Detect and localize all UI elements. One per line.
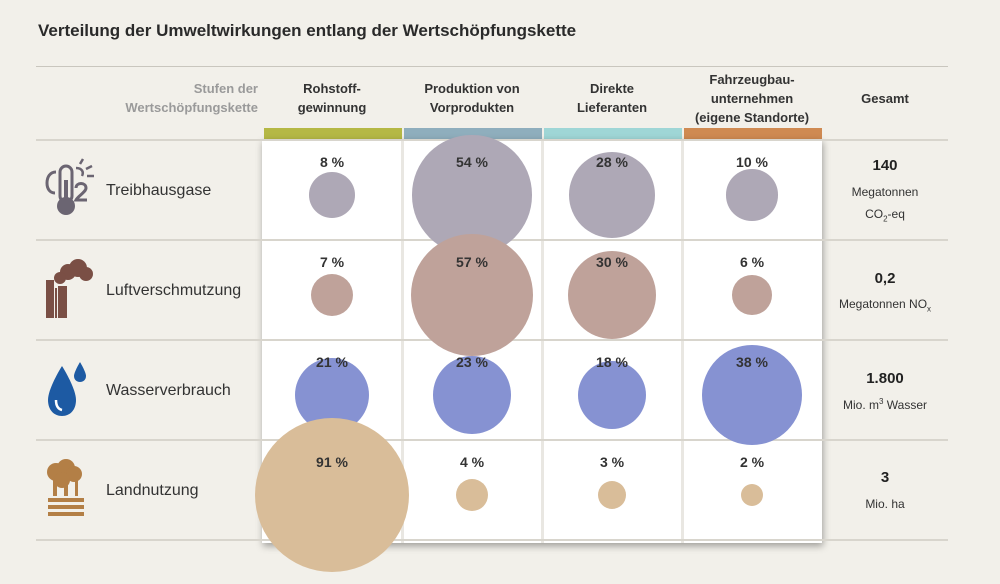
unit-text: Mio. m [842, 398, 879, 412]
row-header-label: Stufen der Wertschöpfungskette [100, 79, 258, 117]
chart-title: Verteilung der Umweltwirkungen entlang d… [38, 21, 577, 40]
row-header-line1: Stufen der [193, 81, 258, 96]
total-value-landnutzung: 3 [880, 469, 890, 486]
trees-land-icon [47, 459, 84, 516]
pct-label-landnutzung-lieferanten: 3 % [599, 454, 625, 470]
bubble-luftverschmutzung-rohstoff [310, 273, 354, 317]
bubble-landnutzung-produktion [455, 478, 489, 512]
unit-subscript: x [927, 304, 932, 314]
row-label-landnutzung: Landnutzung [106, 482, 199, 499]
column-header-line: Fahrzeugbau- [709, 72, 795, 87]
row-divider [36, 539, 948, 541]
pct-label-treibhausgase-lieferanten: 28 % [596, 154, 628, 170]
unit-text: CO [865, 207, 884, 221]
bubble-wasserverbrauch-fahrzeugbau [702, 345, 802, 445]
pct-label-luftverschmutzung-lieferanten: 30 % [596, 254, 628, 270]
total-value-treibhausgase: 140 [872, 157, 898, 174]
stage-stripe-produktion [404, 128, 542, 139]
column-header-line: unternehmen [710, 91, 794, 106]
bubble-luftverschmutzung-lieferanten [567, 250, 657, 340]
bubble-treibhausgase-fahrzeugbau [726, 169, 778, 221]
pct-label-landnutzung-produktion: 4 % [459, 454, 485, 470]
total-unit-treibhausgase-line2: CO2-eq [822, 207, 948, 223]
pct-label-luftverschmutzung-produktion: 57 % [456, 254, 488, 270]
bubble-landnutzung-lieferanten [597, 480, 627, 510]
unit-subscript: 2 [883, 214, 888, 224]
unit-text: -eq [887, 207, 905, 221]
column-separator [401, 139, 404, 543]
column-header-line: gewinnung [297, 100, 367, 115]
unit-text: Megatonnen NO [838, 297, 928, 311]
pct-label-treibhausgase-produktion: 54 % [456, 154, 488, 170]
bubble-luftverschmutzung-fahrzeugbau [732, 275, 772, 315]
column-header-gesamt: Gesamt [861, 91, 909, 106]
bubble-wasserverbrauch-lieferanten [577, 360, 647, 430]
pct-label-treibhausgase-rohstoff: 8 % [319, 154, 345, 170]
stage-stripe-lieferanten [544, 128, 682, 139]
pct-label-wasserverbrauch-rohstoff: 21 % [316, 354, 348, 370]
row-label-wasserverbrauch: Wasserverbrauch [106, 382, 231, 399]
column-header-line: Produktion von [424, 81, 520, 96]
stage-stripe-rohstoff [264, 128, 402, 139]
row-header-line2: Wertschöpfungskette [125, 100, 258, 115]
bubble-landnutzung-rohstoff [254, 417, 410, 573]
pct-label-wasserverbrauch-produktion: 23 % [456, 354, 488, 370]
pct-label-luftverschmutzung-fahrzeugbau: 6 % [739, 254, 765, 270]
bubble-luftverschmutzung-produktion [410, 233, 534, 357]
total-unit-luftverschmutzung: Megatonnen NOx [822, 297, 948, 313]
bubble-wasserverbrauch-produktion [433, 356, 511, 434]
column-header-fahrzeugbau: Fahrzeugbau- unternehmen (eigene Standor… [682, 70, 822, 127]
top-divider [36, 66, 948, 67]
pct-label-wasserverbrauch-fahrzeugbau: 38 % [736, 354, 768, 370]
column-header-line: Rohstoff- [303, 81, 361, 96]
stage-stripe-fahrzeugbau [684, 128, 822, 139]
column-header-rohstoff: Rohstoff- gewinnung [262, 79, 402, 117]
total-unit-wasserverbrauch: Mio. m3 Wasser [822, 397, 948, 412]
column-header-line: (eigene Standorte) [694, 110, 810, 125]
pct-label-landnutzung-rohstoff: 91 % [316, 454, 348, 470]
column-header-line: Vorprodukten [429, 100, 515, 115]
row-label-luftverschmutzung: Luftverschmutzung [106, 282, 242, 299]
pct-label-wasserverbrauch-lieferanten: 18 % [596, 354, 628, 370]
pct-label-landnutzung-fahrzeugbau: 2 % [739, 454, 765, 470]
co2-thermometer-icon [45, 158, 94, 215]
pct-label-treibhausgase-fahrzeugbau: 10 % [736, 154, 768, 170]
row-divider [36, 439, 948, 441]
bubble-treibhausgase-lieferanten [569, 152, 655, 238]
pct-label-luftverschmutzung-rohstoff: 7 % [319, 254, 345, 270]
total-unit-treibhausgase-line1: Megatonnen [851, 185, 919, 199]
column-header-lieferanten: Direkte Lieferanten [542, 79, 682, 117]
column-header-line: Lieferanten [576, 100, 648, 115]
bubble-landnutzung-fahrzeugbau [740, 483, 764, 507]
total-value-wasserverbrauch: 1.800 [866, 370, 904, 387]
column-header-line: Direkte [589, 81, 635, 96]
bubble-treibhausgase-rohstoff [309, 172, 355, 218]
unit-text: Wasser [883, 398, 927, 412]
row-label-treibhausgase: Treibhausgase [106, 182, 212, 199]
column-header-produktion: Produktion von Vorprodukten [402, 79, 542, 117]
total-value-luftverschmutzung: 0,2 [874, 270, 896, 287]
column-separator [681, 139, 684, 543]
water-drops-icon [48, 362, 86, 416]
total-unit-landnutzung: Mio. ha [865, 497, 905, 511]
column-separator [541, 139, 544, 543]
factory-smoke-icon [46, 259, 93, 318]
unit-superscript: 3 [878, 397, 884, 406]
